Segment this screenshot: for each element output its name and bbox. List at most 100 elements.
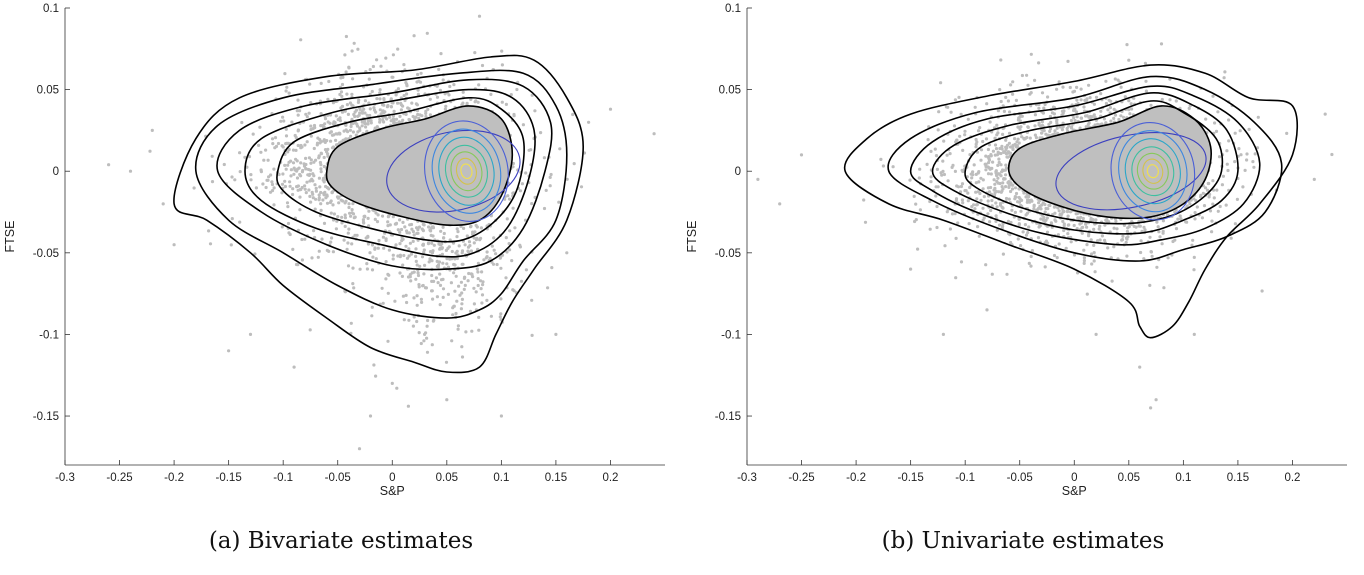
scatter-point — [287, 147, 291, 152]
scatter-point — [539, 131, 543, 135]
scatter-point — [1048, 203, 1052, 208]
scatter-point — [375, 97, 379, 101]
scatter-point — [512, 114, 516, 118]
scatter-point — [386, 291, 390, 295]
scatter-point — [987, 161, 991, 165]
scatter-point — [1068, 85, 1072, 90]
scatter-point — [997, 160, 1001, 165]
scatter-point — [1057, 242, 1061, 246]
scatter-point — [472, 286, 476, 290]
scatter-point — [319, 170, 323, 174]
scatter-point — [422, 223, 426, 227]
scatter-point — [334, 138, 338, 142]
scatter-point — [415, 231, 419, 235]
scatter-point — [230, 217, 234, 221]
scatter-point — [351, 202, 355, 206]
scatter-point — [342, 238, 346, 242]
scatter-point — [442, 231, 446, 236]
scatter-point — [1144, 89, 1148, 93]
scatter-point — [386, 339, 390, 343]
scatter-point — [984, 154, 988, 158]
scatter-point — [374, 374, 378, 378]
scatter-point — [449, 281, 453, 285]
scatter-point — [423, 263, 427, 267]
scatter-point — [485, 250, 489, 254]
scatter-point — [1212, 188, 1216, 192]
scatter-point — [417, 283, 421, 287]
scatter-point — [309, 124, 313, 128]
scatter-point — [445, 262, 449, 266]
scatter-point — [949, 110, 953, 114]
scatter-point — [317, 154, 321, 158]
scatter-point — [391, 75, 395, 79]
scatter-point — [283, 72, 287, 76]
scatter-point — [972, 163, 976, 167]
scatter-point — [406, 404, 410, 408]
scatter-point — [476, 270, 480, 274]
scatter-point — [1092, 251, 1096, 255]
scatter-point — [356, 47, 360, 51]
scatter-point — [481, 280, 485, 284]
scatter-point — [977, 180, 981, 184]
scatter-point — [1075, 211, 1080, 216]
scatter-point — [1220, 183, 1224, 187]
scatter-point — [1053, 205, 1057, 209]
scatter-point — [378, 97, 382, 101]
scatter-point — [1021, 230, 1025, 234]
scatter-point — [336, 118, 340, 122]
scatter-point — [1125, 43, 1129, 47]
scatter-point — [399, 103, 403, 107]
scatter-point — [439, 243, 443, 247]
scatter-point — [1121, 234, 1125, 238]
scatter-point — [353, 121, 357, 125]
scatter-point — [937, 110, 941, 114]
scatter-point — [476, 283, 480, 288]
scatter-point — [475, 225, 479, 229]
scatter-point — [406, 275, 411, 279]
scatter-point — [270, 182, 275, 187]
scatter-point — [404, 293, 408, 297]
scatter-point — [418, 264, 422, 268]
scatter-point — [407, 231, 411, 235]
scatter-point — [452, 83, 456, 87]
scatter-point — [362, 214, 366, 219]
scatter-point — [1055, 256, 1059, 260]
scatter-point — [944, 105, 948, 109]
scatter-point — [229, 243, 233, 247]
scatter-point — [336, 196, 340, 200]
scatter-point — [294, 157, 298, 161]
scatter-point — [415, 294, 419, 298]
scatter-point — [943, 244, 947, 248]
scatter-point — [1024, 195, 1028, 199]
chart-bivariate: -0.3 -0.25 -0.2 -0.15 -0.1 -0.05 0 0.05 0.1 0.15 0… — [3, 3, 665, 498]
scatter-point — [1226, 168, 1230, 173]
scatter-point — [448, 238, 452, 242]
scatter-point — [1048, 129, 1052, 133]
scatter-point — [317, 196, 321, 200]
scatter-point — [1195, 205, 1199, 209]
scatter-point — [334, 227, 338, 231]
scatter-point — [1125, 237, 1129, 241]
scatter-point — [1109, 99, 1113, 103]
scatter-point — [1013, 195, 1017, 199]
scatter-point — [1079, 116, 1084, 120]
scatter-point — [1075, 115, 1079, 119]
scatter-point — [264, 185, 268, 190]
scatter-point — [411, 114, 415, 119]
scatter-point — [291, 148, 296, 152]
scatter-point — [378, 117, 382, 122]
scatter-point — [1040, 131, 1044, 135]
scatter-point — [542, 206, 547, 211]
scatter-point — [375, 58, 379, 62]
contour-line — [244, 88, 536, 258]
scatter-point — [291, 161, 296, 165]
scatter-point — [455, 227, 459, 231]
scatter-point — [296, 98, 300, 102]
scatter-point — [482, 258, 486, 262]
scatter-point — [284, 134, 289, 138]
scatter-point — [415, 303, 419, 307]
scatter-point — [472, 302, 476, 306]
scatter-point — [489, 92, 493, 96]
scatter-point — [351, 77, 355, 81]
scatter-point — [1069, 126, 1074, 130]
